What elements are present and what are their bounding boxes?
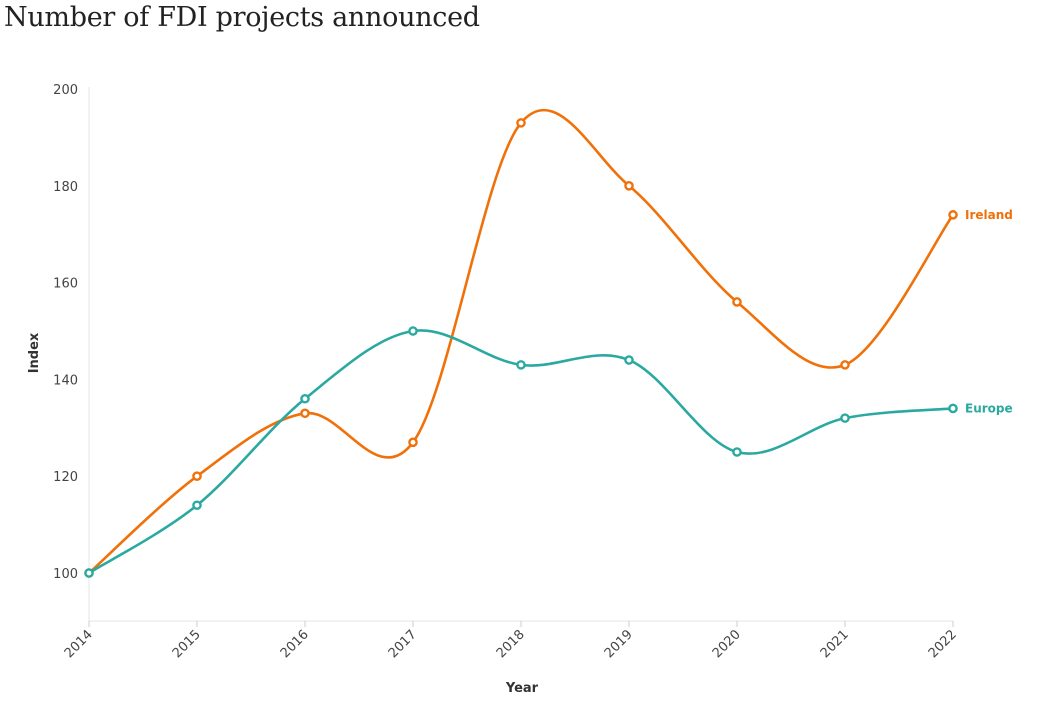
x-tick-label: 2014: [62, 627, 96, 661]
series-ireland: Ireland: [84, 108, 1014, 578]
data-point-europe: [516, 360, 526, 370]
data-point-ireland: [300, 408, 310, 419]
x-axis-title: Year: [505, 681, 539, 696]
series-layer: Ireland Europe: [84, 108, 1014, 578]
y-axis-title: Index: [27, 332, 42, 373]
data-point-europe: [948, 403, 958, 414]
data-point-europe: [624, 355, 634, 365]
x-tick-label: 2020: [710, 627, 744, 661]
data-point-europe: [732, 447, 742, 457]
data-point-europe: [840, 413, 850, 423]
x-tick-label: 2019: [602, 627, 636, 661]
x-tick-label: 2021: [818, 627, 852, 661]
x-tick-label: 2018: [494, 627, 528, 661]
data-point-europe: [408, 326, 418, 336]
data-point-ireland: [408, 437, 418, 448]
x-tick-label: 2022: [926, 627, 960, 661]
series-line-ireland: [88, 108, 955, 574]
axes: 100 120 140 160 180 200 2014 2015 2016 2017 2018 20…: [53, 83, 960, 661]
data-point-europe: [300, 393, 310, 404]
x-tick-label: 2015: [170, 627, 204, 661]
data-point-ireland: [516, 118, 526, 128]
data-point-ireland: [624, 180, 634, 191]
chart-title: Number of FDI projects announced: [4, 2, 480, 33]
x-tick-label: 2017: [386, 627, 420, 661]
series-label-europe: Europe: [965, 401, 1013, 415]
y-tick-label: 100: [53, 567, 78, 582]
y-tick-label: 160: [53, 277, 78, 292]
data-point-europe: [192, 500, 202, 511]
data-point-ireland: [948, 210, 958, 220]
series-europe: Europe: [84, 326, 1014, 578]
series-label-ireland: Ireland: [965, 208, 1013, 222]
y-tick-label: 120: [53, 470, 78, 485]
data-point-ireland: [732, 297, 742, 307]
x-tick-label: 2016: [278, 627, 312, 661]
y-tick-label: 140: [53, 373, 78, 388]
y-tick-label: 200: [53, 83, 78, 98]
data-point-ireland: [192, 471, 202, 482]
data-point-ireland: [840, 360, 850, 370]
data-point-europe: [84, 568, 94, 578]
y-tick-label: 180: [53, 180, 78, 195]
